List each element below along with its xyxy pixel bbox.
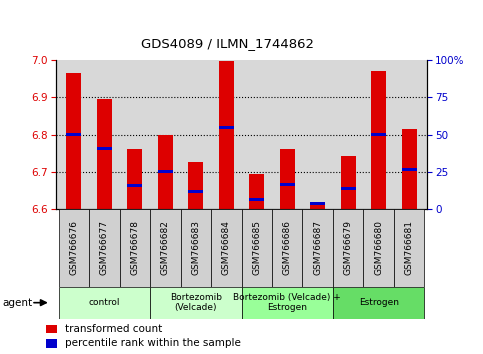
Bar — [242, 287, 333, 319]
Text: GSM766680: GSM766680 — [374, 220, 383, 275]
Bar — [127, 184, 142, 187]
Text: GSM766682: GSM766682 — [161, 220, 170, 275]
Bar — [341, 187, 356, 189]
Bar — [333, 209, 363, 287]
Text: GSM766679: GSM766679 — [344, 220, 353, 275]
Bar — [181, 209, 211, 287]
Bar — [280, 183, 295, 186]
Bar — [310, 204, 326, 209]
Bar — [157, 170, 173, 173]
Bar — [66, 133, 82, 136]
Bar — [89, 209, 120, 287]
Text: Estrogen: Estrogen — [359, 298, 398, 307]
Bar — [363, 209, 394, 287]
Text: GSM766678: GSM766678 — [130, 220, 139, 275]
Text: GSM766685: GSM766685 — [252, 220, 261, 275]
Bar — [211, 209, 242, 287]
Text: GSM766681: GSM766681 — [405, 220, 413, 275]
Bar — [150, 209, 181, 287]
Bar — [46, 325, 57, 333]
Bar — [310, 202, 326, 205]
Bar — [249, 173, 264, 209]
Bar — [371, 133, 386, 136]
Bar — [401, 129, 417, 209]
Text: percentile rank within the sample: percentile rank within the sample — [65, 338, 241, 348]
Bar — [188, 189, 203, 193]
Bar — [120, 209, 150, 287]
Bar — [280, 149, 295, 209]
Bar — [66, 73, 82, 209]
Bar — [188, 162, 203, 209]
Text: GSM766686: GSM766686 — [283, 220, 292, 275]
Bar — [302, 209, 333, 287]
Text: GSM766683: GSM766683 — [191, 220, 200, 275]
Bar — [58, 287, 150, 319]
Text: GSM766684: GSM766684 — [222, 220, 231, 275]
Bar — [97, 99, 112, 209]
Text: GDS4089 / ILMN_1744862: GDS4089 / ILMN_1744862 — [141, 36, 313, 50]
Bar — [157, 135, 173, 209]
Bar — [333, 287, 425, 319]
Text: transformed count: transformed count — [65, 324, 162, 334]
Bar — [272, 209, 302, 287]
Text: GSM766677: GSM766677 — [100, 220, 109, 275]
Bar — [58, 209, 89, 287]
Bar — [219, 126, 234, 129]
Text: agent: agent — [2, 298, 32, 308]
Bar — [242, 209, 272, 287]
Bar — [401, 168, 417, 171]
Bar — [249, 198, 264, 201]
Text: GSM766676: GSM766676 — [70, 220, 78, 275]
Bar — [46, 339, 57, 348]
Bar — [394, 209, 425, 287]
Bar — [97, 147, 112, 150]
Text: Bortezomib
(Velcade): Bortezomib (Velcade) — [170, 293, 222, 312]
Bar — [371, 72, 386, 209]
Bar — [127, 149, 142, 209]
Text: control: control — [88, 298, 120, 307]
Bar — [150, 287, 242, 319]
Text: Bortezomib (Velcade) +
Estrogen: Bortezomib (Velcade) + Estrogen — [233, 293, 341, 312]
Bar — [219, 61, 234, 209]
Bar — [341, 156, 356, 209]
Text: GSM766687: GSM766687 — [313, 220, 322, 275]
